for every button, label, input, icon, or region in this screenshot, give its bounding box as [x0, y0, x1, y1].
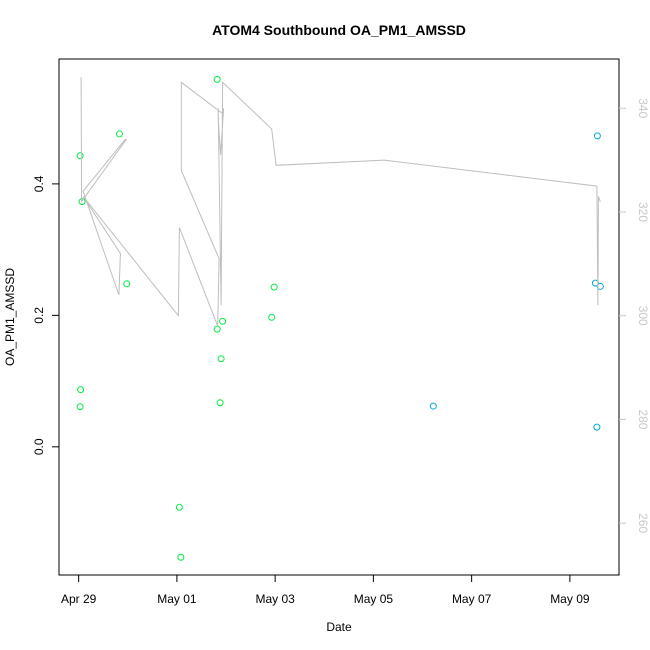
- y-tick-label-1: 0.2: [32, 307, 46, 324]
- data-point-0-13: [268, 313, 276, 321]
- x-tick-label-0: Apr 29: [61, 592, 97, 606]
- series-layer: [76, 75, 604, 561]
- data-point-0-2: [77, 386, 85, 394]
- plot-frame: [58, 58, 620, 576]
- data-point-1-3: [593, 423, 601, 431]
- axes: Apr 29 May 01 May 03 May 05 May 07 May 09 0.0 0…: [32, 98, 650, 606]
- y2-tick-label-1: 280: [636, 409, 650, 429]
- data-point-0-7: [177, 553, 185, 561]
- data-point-0-6: [175, 503, 183, 511]
- y-tick-label-0: 0.0: [32, 438, 46, 455]
- x-tick-label-4: May 07: [452, 592, 492, 606]
- x-tick-label-3: May 05: [354, 592, 394, 606]
- y2-tick-label-2: 300: [636, 306, 650, 326]
- data-point-0-3: [76, 403, 84, 411]
- data-point-0-12: [219, 317, 227, 325]
- y2-tick-label-4: 340: [636, 98, 650, 118]
- y2-tick-label-0: 260: [636, 513, 650, 533]
- data-point-0-14: [270, 283, 278, 291]
- y-axis-label: OA_PM1_AMSSD: [3, 268, 17, 366]
- data-point-1-0: [429, 402, 437, 410]
- y-tick-label-2: 0.4: [32, 175, 46, 192]
- x-tick-label-1: May 01: [157, 592, 197, 606]
- data-point-0-0: [76, 152, 84, 160]
- data-point-0-8: [213, 75, 221, 83]
- data-point-1-2: [593, 132, 601, 140]
- x-axis-label: Date: [326, 620, 352, 634]
- data-point-0-9: [213, 325, 221, 333]
- chart-title: ATOM4 Southbound OA_PM1_AMSSD: [212, 22, 466, 38]
- y2-tick-label-3: 320: [636, 202, 650, 222]
- x-tick-label-2: May 03: [255, 592, 295, 606]
- data-point-0-10: [216, 399, 224, 407]
- series-line-2: [80, 77, 601, 327]
- data-point-0-5: [123, 280, 131, 288]
- data-point-0-11: [217, 355, 225, 363]
- x-tick-label-5: May 09: [550, 592, 590, 606]
- data-point-0-4: [115, 130, 123, 138]
